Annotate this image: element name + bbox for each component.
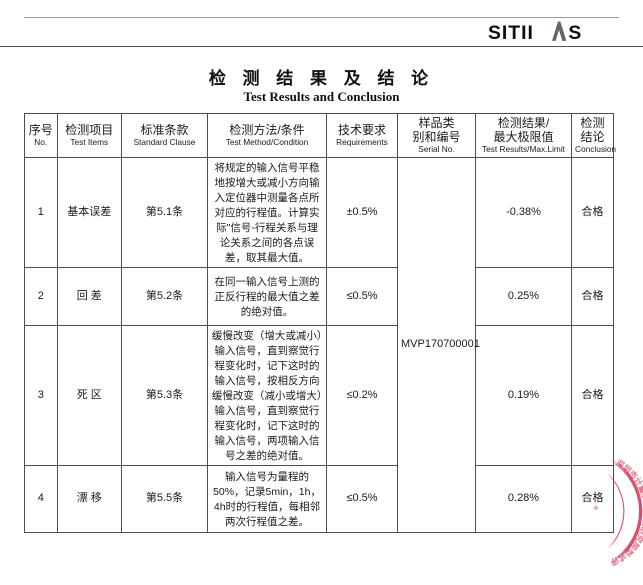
svg-text:S: S [568, 23, 581, 44]
svg-text:SITII: SITII [488, 23, 534, 44]
